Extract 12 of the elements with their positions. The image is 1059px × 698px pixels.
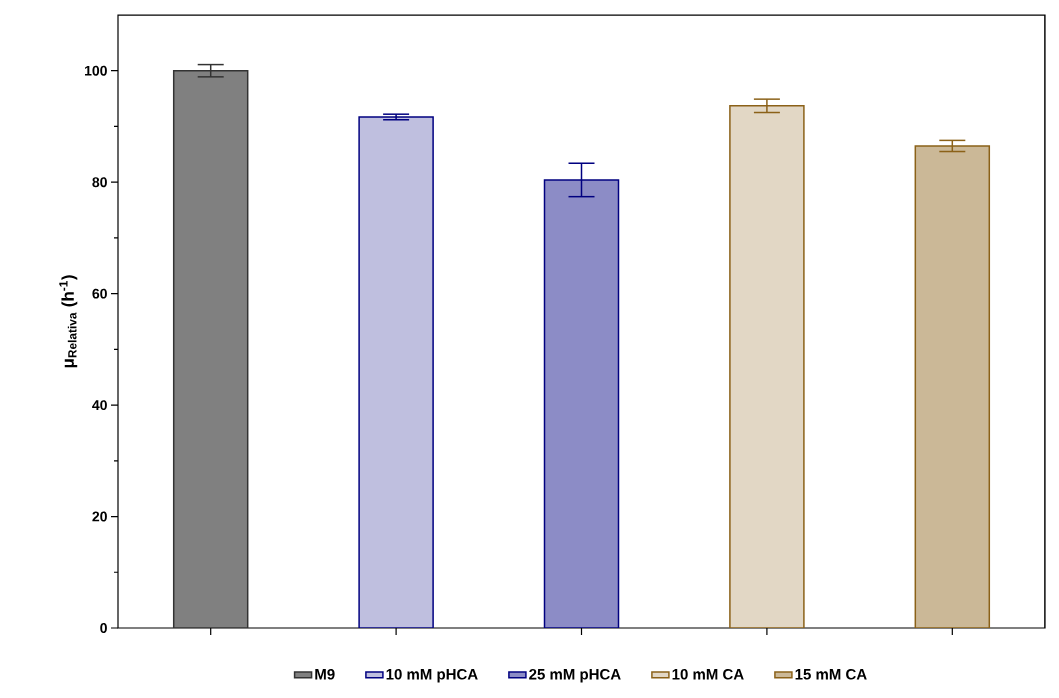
legend-label: 25 mM pHCA <box>529 668 621 683</box>
legend-label: M9 <box>315 668 335 680</box>
y-tick-label: 20 <box>92 511 107 522</box>
y-tick-label: 0 <box>100 623 107 633</box>
y-axis-title: μ$_{Relativa}$ (h$^{-1}$) <box>59 275 78 368</box>
y-tick-label: 40 <box>92 400 107 411</box>
y-tick-label: 100 <box>85 65 107 76</box>
legend-label: 10 mM pHCA <box>386 668 478 683</box>
y-tick-label: 80 <box>92 177 107 188</box>
legend-label: 15 mM CA <box>795 668 867 680</box>
legend-label: 10 mM CA <box>672 668 744 680</box>
y-tick-label: 60 <box>92 288 107 299</box>
